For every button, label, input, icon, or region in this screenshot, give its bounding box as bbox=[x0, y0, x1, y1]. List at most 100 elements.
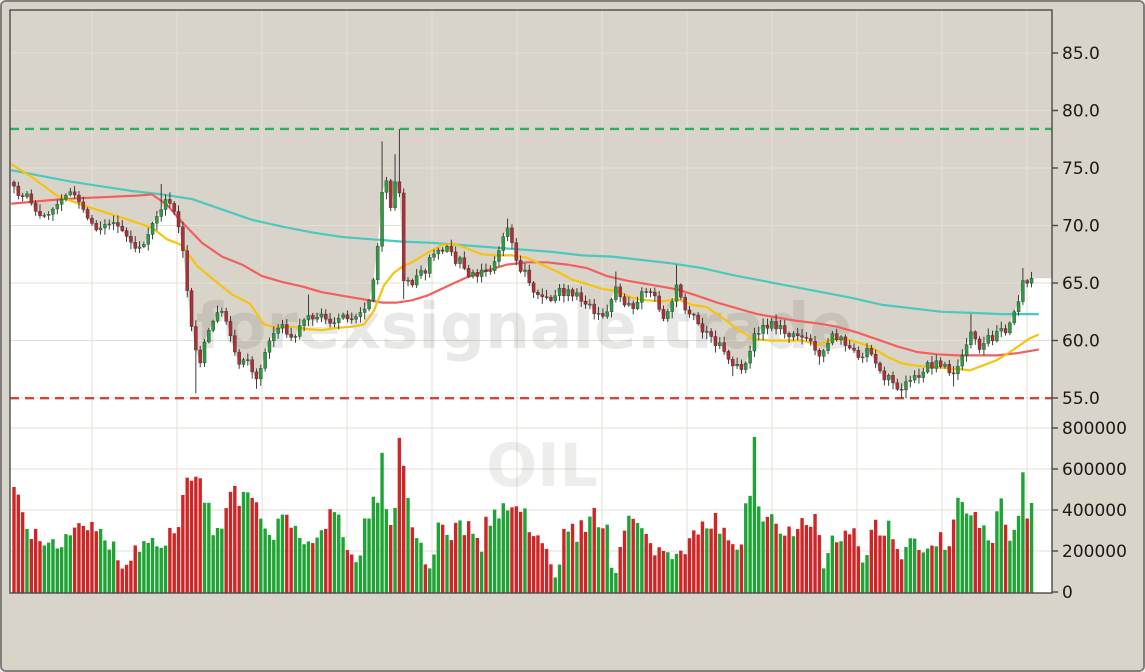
volume-bar bbox=[705, 528, 709, 593]
volume-bar bbox=[414, 538, 419, 593]
candle-body bbox=[72, 191, 77, 196]
candle-body bbox=[912, 375, 917, 381]
volume-bar bbox=[237, 505, 241, 593]
volume-bar bbox=[899, 559, 904, 593]
volume-bar bbox=[505, 510, 510, 593]
volume-bar bbox=[185, 477, 189, 593]
volume-bar bbox=[726, 540, 731, 593]
volume-bar bbox=[311, 543, 315, 593]
candle-body bbox=[730, 359, 735, 367]
candle-body bbox=[172, 203, 177, 212]
candle-body bbox=[276, 327, 280, 334]
volume-bar bbox=[107, 549, 111, 593]
candle-body bbox=[315, 316, 319, 320]
candle-body bbox=[436, 249, 441, 255]
volume-bar bbox=[860, 562, 865, 593]
volume-bar bbox=[700, 521, 705, 593]
volume-bar bbox=[324, 528, 328, 593]
volume-bar bbox=[817, 535, 822, 593]
volume-bar bbox=[250, 497, 254, 593]
volume-bar bbox=[1003, 524, 1008, 593]
candle-body bbox=[657, 295, 661, 310]
volume-bar bbox=[194, 476, 198, 593]
volume-bar bbox=[813, 513, 817, 593]
candle-body bbox=[705, 331, 709, 333]
volume-bar bbox=[518, 511, 523, 593]
volume-bar bbox=[354, 562, 358, 593]
volume-bar bbox=[1025, 518, 1029, 593]
candle-body bbox=[306, 315, 311, 321]
volume-bar bbox=[224, 508, 228, 593]
candle-body bbox=[865, 348, 869, 358]
volume-bar bbox=[648, 543, 653, 593]
candle-body bbox=[393, 181, 397, 208]
volume-bar bbox=[635, 522, 640, 593]
candle-body bbox=[90, 217, 94, 224]
volume-bar bbox=[172, 533, 176, 593]
volume-bar bbox=[479, 551, 484, 593]
volume-bar bbox=[800, 518, 804, 593]
volume-bar bbox=[267, 534, 272, 593]
candle-body bbox=[769, 321, 774, 329]
candle-body bbox=[653, 291, 657, 297]
candle-body bbox=[215, 312, 220, 322]
candle-body bbox=[484, 269, 488, 272]
volume-bar bbox=[337, 514, 341, 593]
y-axis-label: 85.0 bbox=[1062, 44, 1100, 64]
volume-bar bbox=[670, 559, 674, 593]
volume-bar bbox=[930, 545, 934, 593]
volume-bar bbox=[29, 539, 34, 593]
volume-bar bbox=[562, 528, 566, 593]
volume-bar bbox=[644, 533, 648, 593]
volume-bar bbox=[544, 548, 549, 593]
volume-bar bbox=[822, 568, 826, 593]
volume-bar bbox=[956, 497, 960, 593]
volume-bar bbox=[285, 514, 289, 593]
volume-bar bbox=[843, 530, 848, 593]
candle-body bbox=[263, 352, 267, 369]
volume-bar bbox=[146, 542, 150, 593]
candle-body bbox=[46, 214, 51, 216]
candle-body bbox=[752, 333, 757, 352]
volume-bar bbox=[319, 530, 324, 593]
candle-body bbox=[1003, 328, 1008, 334]
volume-bar bbox=[748, 495, 752, 593]
candle-body bbox=[332, 322, 337, 324]
candle-body bbox=[497, 250, 501, 262]
candle-body bbox=[562, 287, 566, 297]
volume-bar bbox=[371, 496, 376, 593]
volume-bar bbox=[527, 532, 531, 593]
volume-bar bbox=[809, 526, 813, 593]
candle-body bbox=[908, 379, 913, 382]
volume-bar bbox=[570, 523, 575, 593]
candle-body bbox=[717, 342, 722, 346]
volume-bar bbox=[878, 535, 882, 593]
candle-body bbox=[254, 371, 259, 380]
volume-bar bbox=[64, 534, 68, 593]
volume-bar bbox=[774, 523, 778, 593]
volume-bar bbox=[94, 531, 98, 593]
candle-body bbox=[198, 349, 202, 364]
y-axis-label: 60.0 bbox=[1062, 332, 1100, 352]
candle-body bbox=[977, 338, 982, 350]
candle-body bbox=[895, 382, 900, 390]
volume-bar bbox=[328, 509, 332, 593]
volume-bar bbox=[592, 507, 596, 593]
y-axis-label: 65.0 bbox=[1062, 274, 1100, 294]
volume-bar bbox=[410, 527, 415, 593]
candle-body bbox=[94, 223, 99, 231]
candle-body bbox=[98, 227, 103, 231]
candle-body bbox=[566, 289, 571, 297]
candle-body bbox=[666, 311, 670, 319]
candle-body bbox=[579, 292, 584, 302]
volume-bar bbox=[315, 537, 319, 593]
volume-bar bbox=[752, 436, 757, 593]
candle-body bbox=[709, 331, 713, 337]
candle-body bbox=[458, 257, 462, 264]
candle-body bbox=[986, 335, 991, 344]
volume-bar bbox=[618, 546, 622, 593]
candle-body bbox=[341, 314, 345, 319]
volume-bar bbox=[176, 527, 181, 593]
volume-bar bbox=[306, 541, 311, 593]
volume-bar bbox=[847, 534, 852, 593]
